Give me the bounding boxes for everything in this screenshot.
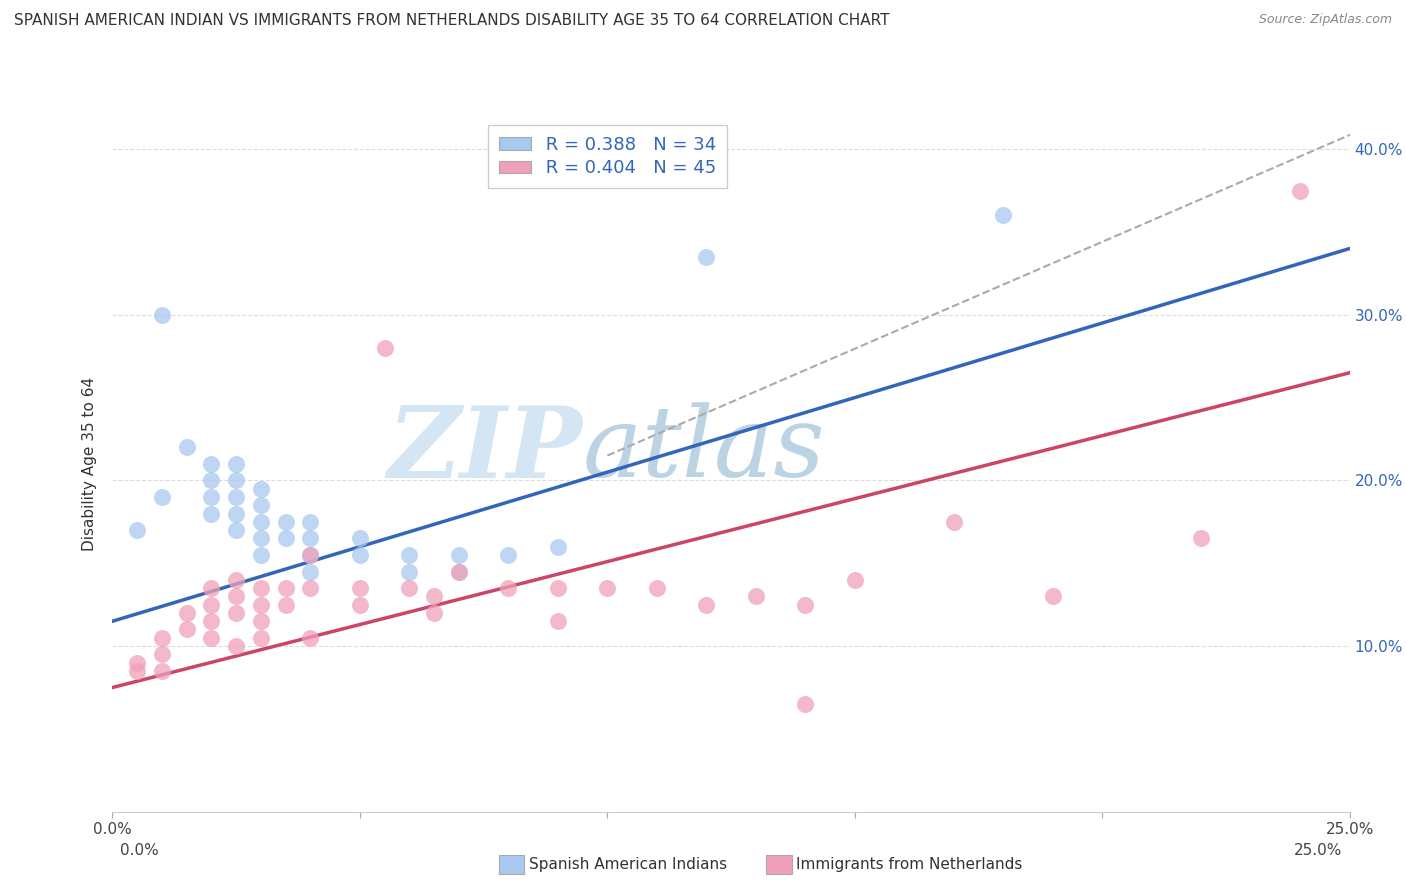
Point xyxy=(200,614,222,628)
Point xyxy=(1042,590,1064,604)
Text: 25.0%: 25.0% xyxy=(1295,843,1343,858)
Point xyxy=(299,532,322,546)
Point xyxy=(547,540,569,554)
Point xyxy=(794,697,817,711)
Point xyxy=(250,598,273,612)
Point xyxy=(1189,532,1212,546)
Point xyxy=(200,631,222,645)
Point xyxy=(349,548,371,562)
Point xyxy=(844,573,866,587)
Point xyxy=(299,548,322,562)
Point xyxy=(225,573,247,587)
Text: atlas: atlas xyxy=(582,402,825,498)
Text: ZIP: ZIP xyxy=(388,401,582,498)
Point xyxy=(176,623,198,637)
Point xyxy=(250,482,273,496)
Point xyxy=(176,606,198,620)
Point xyxy=(150,308,173,322)
Legend:  R = 0.388   N = 34,  R = 0.404   N = 45: R = 0.388 N = 34, R = 0.404 N = 45 xyxy=(488,125,727,188)
Point xyxy=(150,664,173,678)
Point xyxy=(547,581,569,595)
Point xyxy=(498,581,520,595)
Point xyxy=(225,474,247,488)
Point xyxy=(349,532,371,546)
Point xyxy=(250,631,273,645)
Point xyxy=(547,614,569,628)
Point xyxy=(447,548,470,562)
Point xyxy=(695,598,717,612)
Text: 0.0%: 0.0% xyxy=(120,843,159,858)
Point xyxy=(250,532,273,546)
Point xyxy=(498,548,520,562)
Point xyxy=(447,565,470,579)
Text: Spanish American Indians: Spanish American Indians xyxy=(529,857,727,871)
Text: Source: ZipAtlas.com: Source: ZipAtlas.com xyxy=(1258,13,1392,27)
Point xyxy=(299,565,322,579)
Point xyxy=(942,515,965,529)
Point xyxy=(127,523,149,537)
Point xyxy=(127,656,149,670)
Point xyxy=(225,523,247,537)
Point xyxy=(349,581,371,595)
Point xyxy=(299,548,322,562)
Point xyxy=(695,250,717,264)
Point xyxy=(250,614,273,628)
Point xyxy=(794,598,817,612)
Point xyxy=(423,590,446,604)
Point xyxy=(447,565,470,579)
Point xyxy=(299,515,322,529)
Point xyxy=(127,664,149,678)
Point xyxy=(423,606,446,620)
Point xyxy=(299,581,322,595)
Point xyxy=(225,507,247,521)
Point xyxy=(645,581,668,595)
Point xyxy=(225,590,247,604)
Point xyxy=(993,208,1015,222)
Point xyxy=(200,581,222,595)
Point xyxy=(225,490,247,504)
Point xyxy=(150,648,173,662)
Point xyxy=(200,457,222,471)
Point xyxy=(225,606,247,620)
Point xyxy=(200,598,222,612)
Point xyxy=(225,457,247,471)
Point xyxy=(250,548,273,562)
Point xyxy=(250,498,273,512)
Point xyxy=(299,631,322,645)
Point xyxy=(200,507,222,521)
Text: SPANISH AMERICAN INDIAN VS IMMIGRANTS FROM NETHERLANDS DISABILITY AGE 35 TO 64 C: SPANISH AMERICAN INDIAN VS IMMIGRANTS FR… xyxy=(14,13,890,29)
Point xyxy=(250,581,273,595)
Point xyxy=(745,590,768,604)
Point xyxy=(176,440,198,454)
Point xyxy=(349,598,371,612)
Point xyxy=(1289,184,1312,198)
Point xyxy=(274,532,297,546)
Point xyxy=(274,515,297,529)
Y-axis label: Disability Age 35 to 64: Disability Age 35 to 64 xyxy=(82,376,97,551)
Point xyxy=(225,639,247,653)
Point xyxy=(150,490,173,504)
Text: Immigrants from Netherlands: Immigrants from Netherlands xyxy=(796,857,1022,871)
Point xyxy=(596,581,619,595)
Point xyxy=(398,581,420,595)
Point xyxy=(398,548,420,562)
Point xyxy=(200,490,222,504)
Point xyxy=(398,565,420,579)
Point xyxy=(200,474,222,488)
Point xyxy=(274,581,297,595)
Point xyxy=(374,341,396,355)
Point xyxy=(274,598,297,612)
Point xyxy=(250,515,273,529)
Point xyxy=(150,631,173,645)
